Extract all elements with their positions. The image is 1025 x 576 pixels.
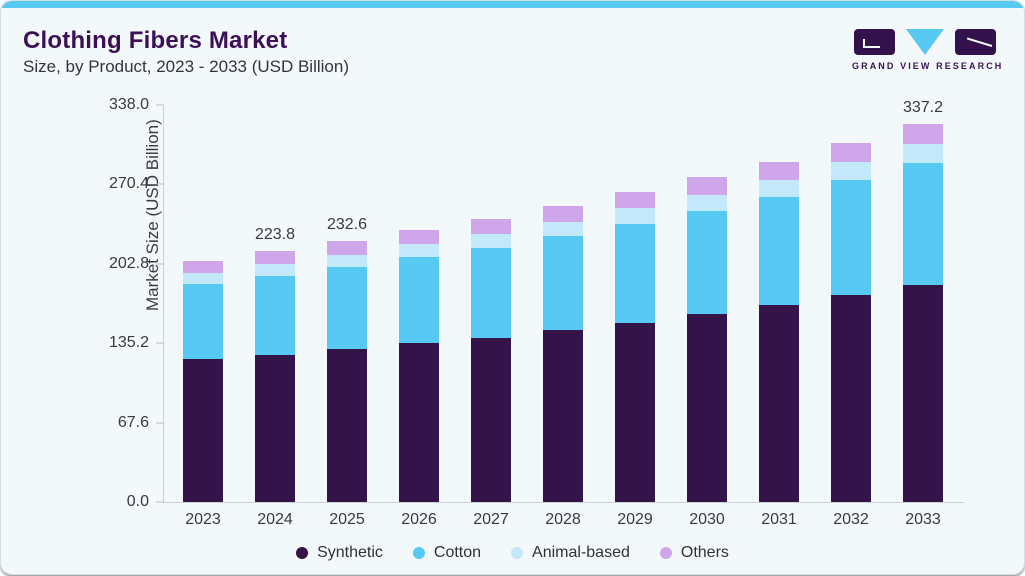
bar-segment-animal-based-2027 [471, 233, 511, 248]
bar-segment-cotton-2024 [255, 275, 295, 355]
legend-item-animal-based: Animal-based [511, 544, 630, 562]
x-axis-label-2025: 2025 [329, 511, 365, 528]
chart-legend: Synthetic Cotton Animal-based Others [1, 544, 1024, 562]
y-tick-label-202.8: 202.8 [108, 254, 149, 272]
bar-segment-animal-based-2026 [399, 244, 439, 258]
bar-segment-synthetic-2024 [255, 354, 295, 502]
bar-segment-synthetic-2026 [399, 342, 439, 502]
bar-segment-synthetic-2031 [759, 305, 799, 502]
legend-dot-icon [659, 547, 672, 559]
x-axis-label-2032: 2032 [833, 511, 869, 528]
bar-segment-cotton-2028 [543, 236, 583, 331]
bar-segment-others-2028 [543, 206, 583, 222]
y-tick-mark [156, 422, 164, 424]
page-subtitle: Size, by Product, 2023 - 2033 (USD Billi… [23, 57, 349, 76]
bar-segment-cotton-2025 [327, 267, 367, 350]
gvr-logo: GRAND VIEW RESEARCH [852, 29, 1004, 71]
logo-text: GRAND VIEW RESEARCH [852, 61, 1004, 71]
bar-segment-cotton-2027 [471, 247, 511, 339]
legend-label: Synthetic [317, 544, 383, 561]
bar-segment-cotton-2023 [183, 284, 223, 360]
bar-segment-synthetic-2032 [831, 295, 871, 502]
y-axis-title: Market Size (USD Billion) [142, 119, 162, 311]
bar-segment-others-2030 [687, 177, 727, 195]
legend-label: Others [680, 544, 729, 561]
bar-segment-animal-based-2025 [327, 254, 367, 268]
bar-segment-synthetic-2023 [183, 359, 223, 502]
gvr-logo-shapes [854, 29, 996, 55]
y-tick-label-67.6: 67.6 [117, 413, 149, 431]
y-tick-label-135.2: 135.2 [108, 334, 149, 352]
bar-segment-others-2031 [759, 161, 799, 181]
legend-item-cotton: Cotton [412, 544, 482, 562]
bar-segment-cotton-2033 [903, 163, 943, 286]
x-axis-label-2030: 2030 [689, 511, 725, 528]
bar-value-label-2025: 232.6 [326, 216, 368, 234]
y-tick-mark [156, 183, 164, 185]
legend-label: Animal-based [532, 544, 630, 561]
logo-v-triangle-icon [906, 29, 944, 55]
y-tick-mark [156, 104, 164, 106]
bar-value-label-2033: 337.2 [902, 98, 944, 116]
bar-segment-others-2025 [327, 241, 367, 255]
bar-segment-animal-based-2023 [183, 273, 223, 285]
bar-value-label-2024: 223.8 [254, 226, 296, 244]
bar-segment-cotton-2032 [831, 180, 871, 296]
legend-label: Cotton [433, 544, 482, 561]
bar-segment-animal-based-2033 [903, 144, 943, 164]
logo-g-square-icon [854, 29, 895, 55]
bar-segment-synthetic-2030 [687, 314, 727, 502]
bar-segment-others-2027 [471, 218, 511, 234]
legend-dot-icon [412, 547, 425, 559]
bar-segment-synthetic-2027 [471, 338, 511, 502]
bar-segment-synthetic-2029 [615, 323, 655, 502]
y-tick-mark [156, 501, 164, 503]
bar-segment-others-2033 [903, 123, 943, 145]
bar-segment-others-2026 [399, 230, 439, 245]
legend-dot-icon [296, 547, 309, 559]
bar-segment-cotton-2030 [687, 210, 727, 315]
bar-segment-others-2023 [183, 261, 223, 273]
y-tick-label-0.0: 0.0 [126, 493, 149, 510]
bar-segment-synthetic-2033 [903, 285, 943, 502]
bar-segment-animal-based-2028 [543, 221, 583, 237]
bar-segment-others-2029 [615, 191, 655, 209]
x-axis-label-2027: 2027 [473, 511, 509, 528]
x-axis-label-2031: 2031 [761, 511, 797, 528]
plot-area: 0.0 67.6 135.2 202.8 270.4 338.0 2023 2024 223.8… [109, 96, 964, 528]
bar-segment-synthetic-2025 [327, 349, 367, 502]
legend-item-synthetic: Synthetic [296, 544, 383, 562]
x-axis-label-2023: 2023 [185, 511, 221, 528]
logo-r-square-icon [955, 29, 996, 55]
page-title: Clothing Fibers Market [23, 27, 288, 54]
legend-item-others: Others [659, 544, 729, 562]
bar-segment-others-2024 [255, 251, 295, 264]
bar-segment-others-2032 [831, 142, 871, 163]
bar-segment-animal-based-2031 [759, 180, 799, 198]
bar-segment-animal-based-2030 [687, 194, 727, 211]
bar-segment-cotton-2029 [615, 223, 655, 324]
y-tick-label-270.4: 270.4 [108, 175, 149, 193]
y-tick-label-338.0: 338.0 [108, 96, 149, 113]
bar-segment-animal-based-2029 [615, 208, 655, 224]
legend-dot-icon [511, 547, 524, 559]
bar-segment-animal-based-2032 [831, 162, 871, 181]
x-axis-label-2026: 2026 [401, 511, 437, 528]
x-axis-label-2033: 2033 [905, 511, 941, 528]
x-axis-label-2029: 2029 [617, 511, 653, 528]
bar-segment-synthetic-2028 [543, 330, 583, 502]
logo-g-mark-icon [863, 39, 880, 48]
bar-segment-cotton-2031 [759, 197, 799, 306]
brand-top-bar [1, 1, 1024, 8]
bar-segment-animal-based-2024 [255, 263, 295, 276]
y-tick-mark [156, 263, 164, 265]
x-axis-label-2024: 2024 [257, 511, 293, 528]
logo-r-mark-icon [966, 37, 993, 47]
x-axis-label-2028: 2028 [545, 511, 581, 528]
y-tick-mark [156, 342, 164, 344]
bar-segment-cotton-2026 [399, 257, 439, 343]
